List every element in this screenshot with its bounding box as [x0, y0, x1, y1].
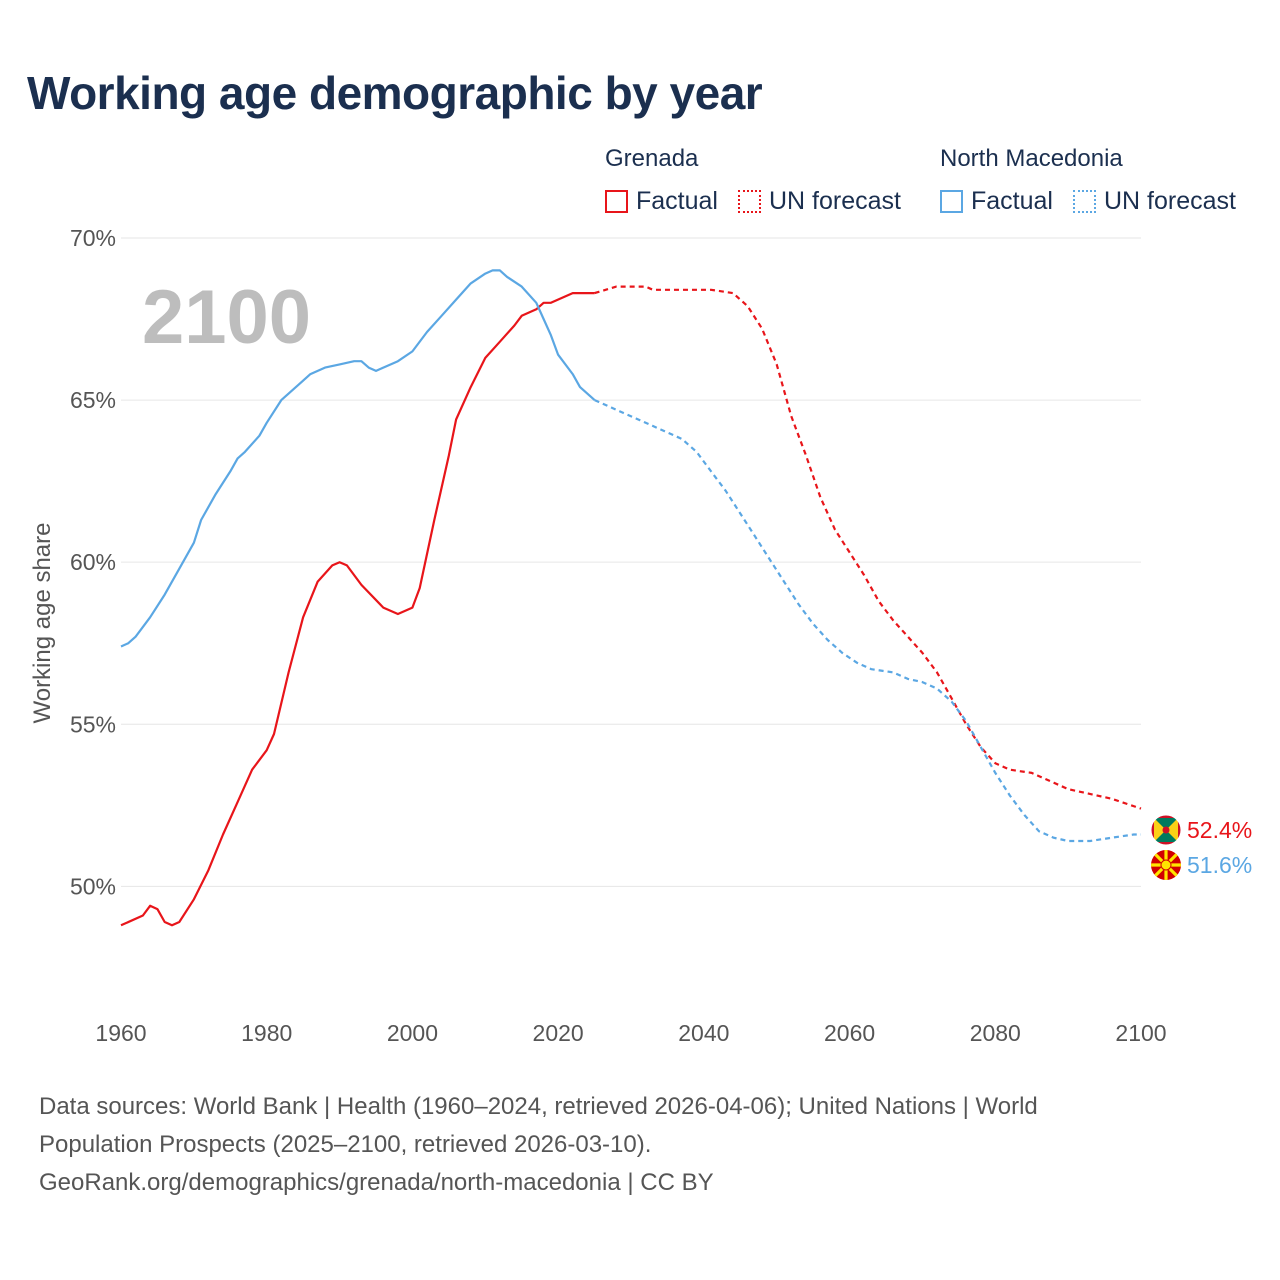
footer-line-1: Data sources: World Bank | Health (1960–… — [39, 1093, 1038, 1120]
y-tick-label: 50% — [70, 873, 116, 899]
legend-group-grenada: Grenada — [605, 145, 699, 172]
x-tick-label: 2000 — [387, 1020, 438, 1046]
chart-title: Working age demographic by year — [27, 67, 763, 119]
series-line-grenada-forecast — [594, 285, 1142, 810]
legend-swatch-north-macedonia-forecast — [1073, 189, 1096, 213]
series-line-north-macedonia-factual — [120, 269, 596, 648]
legend-item-grenada-forecast[interactable]: UN forecast — [738, 186, 901, 216]
legend-label-north-macedonia-forecast: UN forecast — [1104, 186, 1236, 215]
legend-label-grenada-forecast: UN forecast — [769, 186, 901, 215]
legend-group-north-macedonia: North Macedonia — [940, 145, 1123, 172]
x-axis-ticks: 1960 1980 2000 2020 2040 2060 2080 2100 — [95, 1020, 1166, 1046]
footer-sources: Data sources: World Bank | Health (1960–… — [39, 1088, 1239, 1202]
x-tick-label: 2100 — [1115, 1020, 1166, 1046]
x-tick-label: 2060 — [824, 1020, 875, 1046]
y-axis-ticks: 50% 55% 60% 65% 70% — [70, 225, 116, 899]
x-tick-label: 2040 — [678, 1020, 729, 1046]
y-tick-label: 65% — [70, 387, 116, 413]
line-chart: 50% 55% 60% 65% 70% 1960 1980 2000 2020 2040 2060… — [29, 225, 1252, 1046]
series-line-north-macedonia-forecast — [594, 399, 1141, 843]
y-tick-label: 60% — [70, 549, 116, 575]
end-label-grenada: 52.4% — [1187, 817, 1252, 843]
x-tick-label: 1980 — [241, 1020, 292, 1046]
legend-label-grenada-factual: Factual — [636, 186, 718, 215]
year-overlay: 2100 — [142, 275, 311, 360]
legend-swatch-grenada-factual — [605, 189, 628, 213]
footer-line-3[interactable]: GeoRank.org/demographics/grenada/north-m… — [39, 1169, 714, 1196]
x-tick-label: 1960 — [95, 1020, 146, 1046]
legend-item-north-macedonia-factual[interactable]: Factual — [940, 186, 1053, 216]
series-lines — [120, 269, 1142, 927]
end-label-north-macedonia: 51.6% — [1187, 852, 1252, 878]
footer-line-2: Population Prospects (2025–2100, retriev… — [39, 1131, 652, 1158]
y-tick-label: 55% — [70, 711, 116, 737]
grid-lines — [121, 237, 1141, 887]
series-line-grenada-factual — [120, 292, 595, 927]
legend-item-north-macedonia-forecast[interactable]: UN forecast — [1073, 186, 1236, 216]
north-macedonia-flag-icon — [1151, 850, 1181, 880]
legend-swatch-north-macedonia-factual — [940, 189, 963, 213]
x-tick-label: 2080 — [970, 1020, 1021, 1046]
legend-swatch-grenada-forecast — [738, 189, 761, 213]
legend-item-grenada-factual[interactable]: Factual — [605, 186, 718, 216]
x-tick-label: 2020 — [533, 1020, 584, 1046]
y-tick-label: 70% — [70, 225, 116, 251]
y-axis-label: Working age share — [29, 523, 56, 724]
grenada-flag-icon — [1150, 814, 1182, 846]
legend-label-north-macedonia-factual: Factual — [971, 186, 1053, 215]
